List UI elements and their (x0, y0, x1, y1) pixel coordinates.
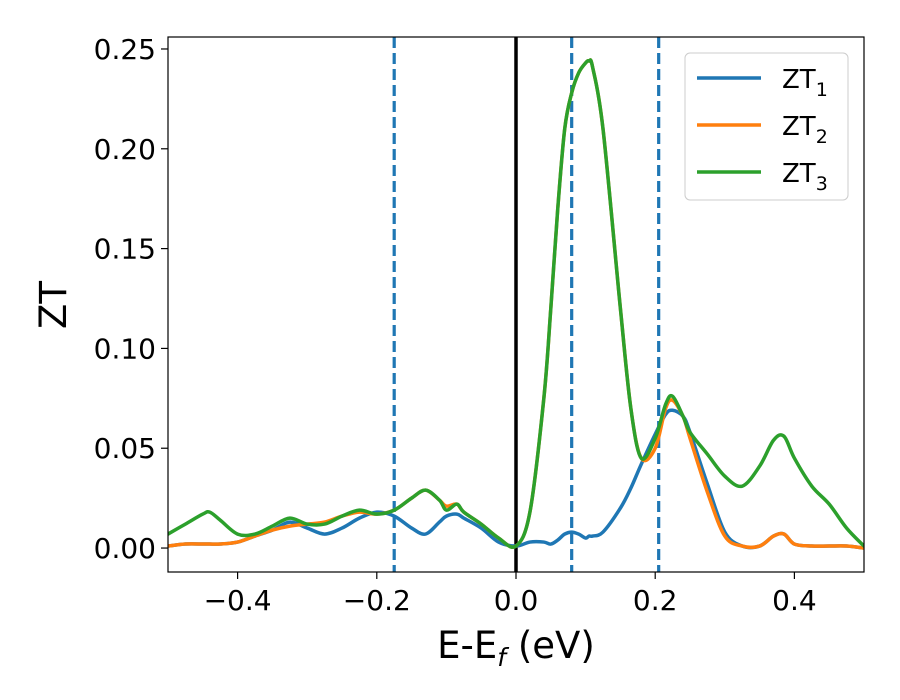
legend-label-zt1: ZT1 (782, 65, 828, 101)
y-axis: 0.00 0.05 0.10 0.15 0.20 0.25 (94, 33, 168, 565)
legend-label-subscript: 1 (816, 79, 828, 101)
y-tick-label: 0.10 (94, 332, 156, 365)
y-tick-label: 0.00 (94, 532, 156, 565)
legend-label-main: ZT (782, 159, 816, 189)
x-tick-label: 0.4 (772, 584, 817, 617)
legend-label-subscript: 2 (816, 126, 828, 148)
legend-box (684, 52, 849, 201)
x-tick-label: −0.2 (343, 584, 411, 617)
legend-label-zt3: ZT3 (782, 159, 828, 195)
y-axis-title: ZT (32, 281, 75, 329)
series-lines (168, 58, 864, 550)
x-tick-label: 0.0 (494, 584, 539, 617)
y-tick-label: 0.05 (94, 432, 156, 465)
series-line-zt1 (168, 408, 864, 550)
x-axis: −0.4 −0.2 0.0 0.2 0.4 (204, 572, 817, 617)
y-tick-label: 0.25 (94, 33, 156, 66)
x-tick-label: −0.4 (204, 584, 272, 617)
y-tick-label: 0.15 (94, 233, 156, 266)
x-axis-title-main: E-E (437, 624, 497, 667)
legend-label-subscript: 3 (816, 173, 828, 195)
series-line-zt3 (168, 58, 864, 549)
y-tick-label: 0.20 (94, 133, 156, 166)
x-axis-title-unit: (eV) (506, 624, 595, 667)
legend-label-zt2: ZT2 (782, 112, 828, 148)
x-tick-label: 0.2 (633, 584, 678, 617)
legend-label-main: ZT (782, 112, 816, 142)
legend-label-main: ZT (782, 65, 816, 95)
x-axis-title: E-Ef (eV) (437, 624, 595, 672)
reference-lines (392, 37, 661, 572)
